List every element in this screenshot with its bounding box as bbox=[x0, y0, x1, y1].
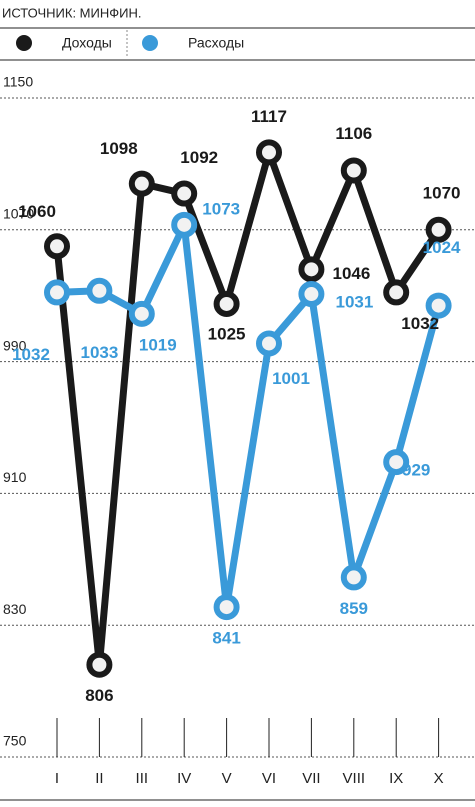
point bbox=[340, 157, 367, 184]
data-label: 1001 bbox=[272, 369, 310, 388]
point bbox=[44, 279, 70, 306]
x-tick-label: IV bbox=[177, 770, 191, 787]
point bbox=[383, 449, 410, 476]
x-tick-label: IX bbox=[389, 770, 403, 787]
data-label: 1032 bbox=[401, 314, 439, 333]
point bbox=[213, 290, 240, 317]
y-tick-label: 750 bbox=[3, 733, 27, 749]
data-label: 1060 bbox=[18, 202, 56, 221]
point bbox=[128, 170, 155, 197]
source: ИСТОЧНИК: МИНФИН. bbox=[2, 5, 141, 20]
point bbox=[298, 256, 325, 283]
x-tick-label: VII bbox=[302, 770, 320, 787]
x-tick-label: V bbox=[222, 770, 232, 787]
x-tick-label: VIII bbox=[343, 770, 366, 787]
data-label: 1046 bbox=[332, 264, 370, 283]
x-tick-label: II bbox=[95, 770, 103, 787]
data-label: 1019 bbox=[139, 335, 177, 354]
data-label: 1098 bbox=[100, 139, 138, 158]
series-line bbox=[53, 148, 442, 669]
legend-label: Доходы bbox=[62, 35, 112, 51]
data-label: 1025 bbox=[208, 324, 246, 343]
point bbox=[171, 211, 198, 238]
data-label: 1092 bbox=[180, 148, 218, 167]
point bbox=[86, 651, 113, 678]
point bbox=[86, 277, 113, 304]
data-label: 806 bbox=[85, 686, 113, 705]
data-label: 1033 bbox=[80, 343, 118, 362]
data-label: 859 bbox=[340, 599, 368, 618]
point bbox=[298, 281, 325, 308]
legend-marker bbox=[142, 35, 158, 51]
data-label: 1024 bbox=[423, 238, 461, 257]
point bbox=[213, 594, 240, 621]
point bbox=[425, 292, 452, 319]
x-tick-label: VI bbox=[262, 770, 276, 787]
y-tick-label: 830 bbox=[3, 601, 27, 617]
data-label: 1032 bbox=[12, 345, 50, 364]
data-label: 1070 bbox=[423, 183, 461, 202]
data-label: 929 bbox=[402, 461, 430, 480]
point bbox=[256, 330, 282, 357]
data-label: 1073 bbox=[202, 199, 240, 218]
data-label: 841 bbox=[212, 629, 240, 648]
point bbox=[44, 233, 70, 260]
point bbox=[425, 216, 452, 243]
y-tick-label: 1070 bbox=[3, 206, 34, 222]
point bbox=[340, 564, 367, 591]
y-tick-label: 990 bbox=[3, 337, 27, 353]
point bbox=[128, 300, 155, 327]
x-tick-label: I bbox=[55, 770, 59, 787]
y-tick-label: 1150 bbox=[3, 74, 33, 90]
legend-label: Расходы bbox=[188, 35, 244, 51]
x-tick-label: III bbox=[136, 770, 149, 787]
data-label: 1106 bbox=[335, 124, 372, 143]
legend-marker bbox=[16, 35, 32, 51]
y-tick-label: 910 bbox=[3, 469, 27, 485]
data-label: 1117 bbox=[251, 107, 287, 126]
point bbox=[256, 139, 282, 166]
series-line bbox=[56, 221, 442, 611]
data-label: 1031 bbox=[335, 293, 373, 312]
point bbox=[171, 180, 198, 207]
x-tick-label: X bbox=[434, 770, 444, 787]
point bbox=[383, 279, 410, 306]
